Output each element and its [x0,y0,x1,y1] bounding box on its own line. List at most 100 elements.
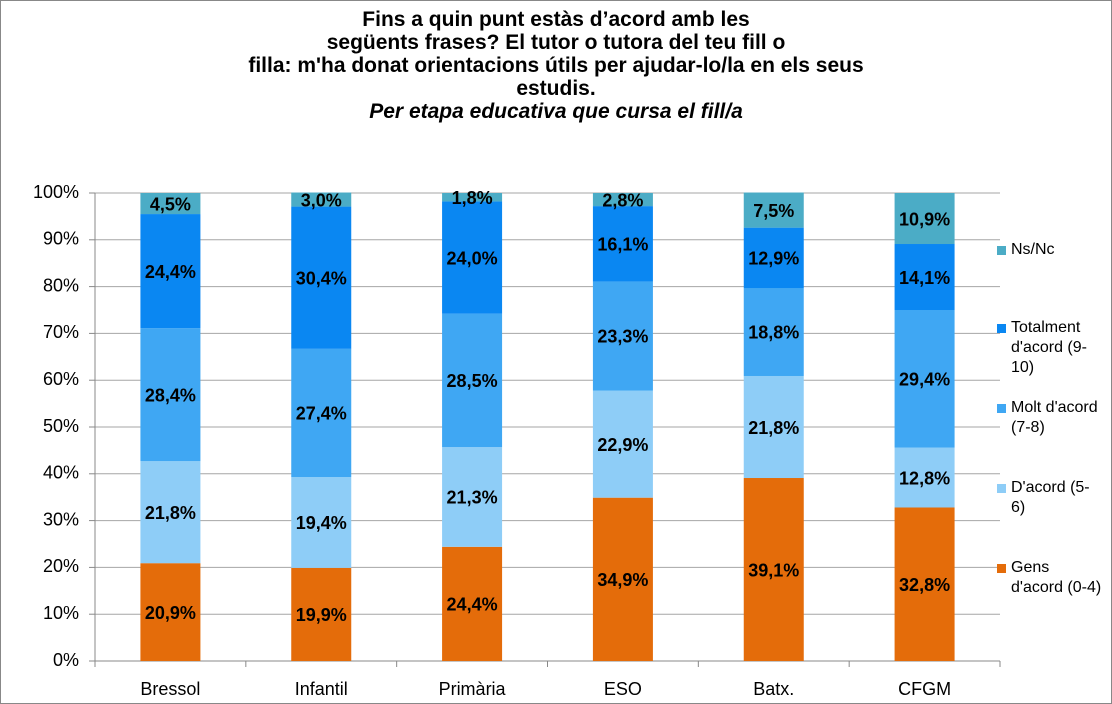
value-label: 30,4% [296,268,347,288]
value-label: 3,0% [301,190,342,210]
legend-label: Gens d'acord (0-4) [1011,559,1102,596]
title-line: Fins a quin punt estàs d’acord amb les [362,8,750,31]
title-line: filla: m'ha donat orientacions útils per… [248,54,864,77]
x-tick-label: Infantil [295,679,348,699]
y-tick-label: 30% [43,509,79,529]
chart-subtitle: Per etapa educativa que cursa el fill/a [369,100,743,123]
bar-segment [140,563,201,661]
y-tick-label: 20% [43,556,79,576]
value-label: 28,4% [145,385,196,405]
bar-segment [743,375,804,479]
y-tick-label: 90% [43,229,79,249]
value-label: 19,4% [296,513,347,533]
bar-segment [743,192,804,228]
legend-item: Gens d'acord (0-4) [997,558,1103,598]
value-label: 12,9% [748,249,799,269]
value-label: 23,3% [597,327,648,347]
legend-item: Ns/Nc [997,240,1103,260]
bar-segment [743,227,804,289]
bar-segment [140,193,201,215]
legend-swatch [997,484,1006,493]
legend-label: Ns/Nc [1011,241,1055,258]
bar-segment [291,192,352,207]
legend-item: Molt d'acord (7-8) [997,398,1103,438]
value-label: 27,4% [296,404,347,424]
value-label: 1,8% [452,188,493,208]
bar-segment [140,214,201,329]
value-label: 39,1% [748,560,799,580]
value-label: 32,8% [899,575,950,595]
x-tick-label: Bressol [140,679,200,699]
x-tick-label: CFGM [898,679,951,699]
bar-segment [442,313,503,448]
value-label: 12,8% [899,468,950,488]
bar-segment [291,567,352,661]
value-label: 4,5% [150,194,191,214]
value-label: 7,5% [753,201,794,221]
bar-segment [894,447,955,508]
chart-title: Fins a quin punt estàs d’acord amb les se… [100,8,1012,123]
bar-segment [894,310,955,448]
bar-segment [592,281,653,391]
value-label: 21,8% [748,418,799,438]
value-label: 22,9% [597,435,648,455]
bar-segment [291,206,352,349]
legend-item: Totalment d'acord (9-10) [997,318,1103,378]
bar-segment [291,348,352,478]
legend-swatch [997,564,1006,573]
y-tick-label: 40% [43,463,79,483]
bar-segment [743,478,804,661]
y-tick-label: 100% [33,182,79,202]
bar-segment [442,447,503,547]
bar-segment [592,206,653,282]
bar-segment [291,477,352,568]
legend-item: D'acord (5-6) [997,478,1103,518]
legend-label: Totalment d'acord (9-10) [1011,319,1087,376]
y-tick-label: 50% [43,416,79,436]
bar-segment [592,497,653,661]
legend-label: Molt d'acord (7-8) [1011,399,1098,436]
value-label: 19,9% [296,605,347,625]
legend-swatch [997,246,1006,255]
bar-segment [743,288,804,376]
x-tick-label: Batx. [753,679,794,699]
bar-segment [592,193,653,207]
value-label: 29,4% [899,370,950,390]
y-tick-label: 0% [53,650,79,670]
value-label: 24,4% [145,262,196,282]
x-tick-label: Primària [439,679,507,699]
value-label: 14,1% [899,268,950,288]
bar-segment [442,193,503,202]
value-label: 18,8% [748,323,799,343]
legend-swatch [997,404,1006,413]
value-label: 10,9% [899,209,950,229]
bar-segment [894,244,955,310]
title-line: estudis. [516,77,596,100]
y-tick-label: 60% [43,369,79,389]
value-label: 28,5% [447,371,498,391]
value-label: 2,8% [602,190,643,210]
bar-segment [894,193,955,245]
y-tick-label: 10% [43,603,79,623]
bar-segment [140,328,201,462]
bar-segment [442,546,503,661]
value-label: 21,3% [447,488,498,508]
legend-label: D'acord (5-6) [1011,479,1090,516]
bar-segment [140,461,201,564]
value-label: 24,0% [447,248,498,268]
title-line: següents frases? El tutor o tutora del t… [326,31,786,54]
value-label: 20,9% [145,603,196,623]
value-label: 21,8% [145,503,196,523]
bar-segment [894,507,955,661]
value-label: 34,9% [597,570,648,590]
legend-swatch [997,324,1006,333]
value-label: 24,4% [447,595,498,615]
y-tick-label: 70% [43,322,79,342]
y-tick-label: 80% [43,275,79,295]
bar-segment [592,390,653,498]
bar-segment [442,201,503,314]
value-label: 16,1% [597,235,648,255]
x-tick-label: ESO [604,679,642,699]
